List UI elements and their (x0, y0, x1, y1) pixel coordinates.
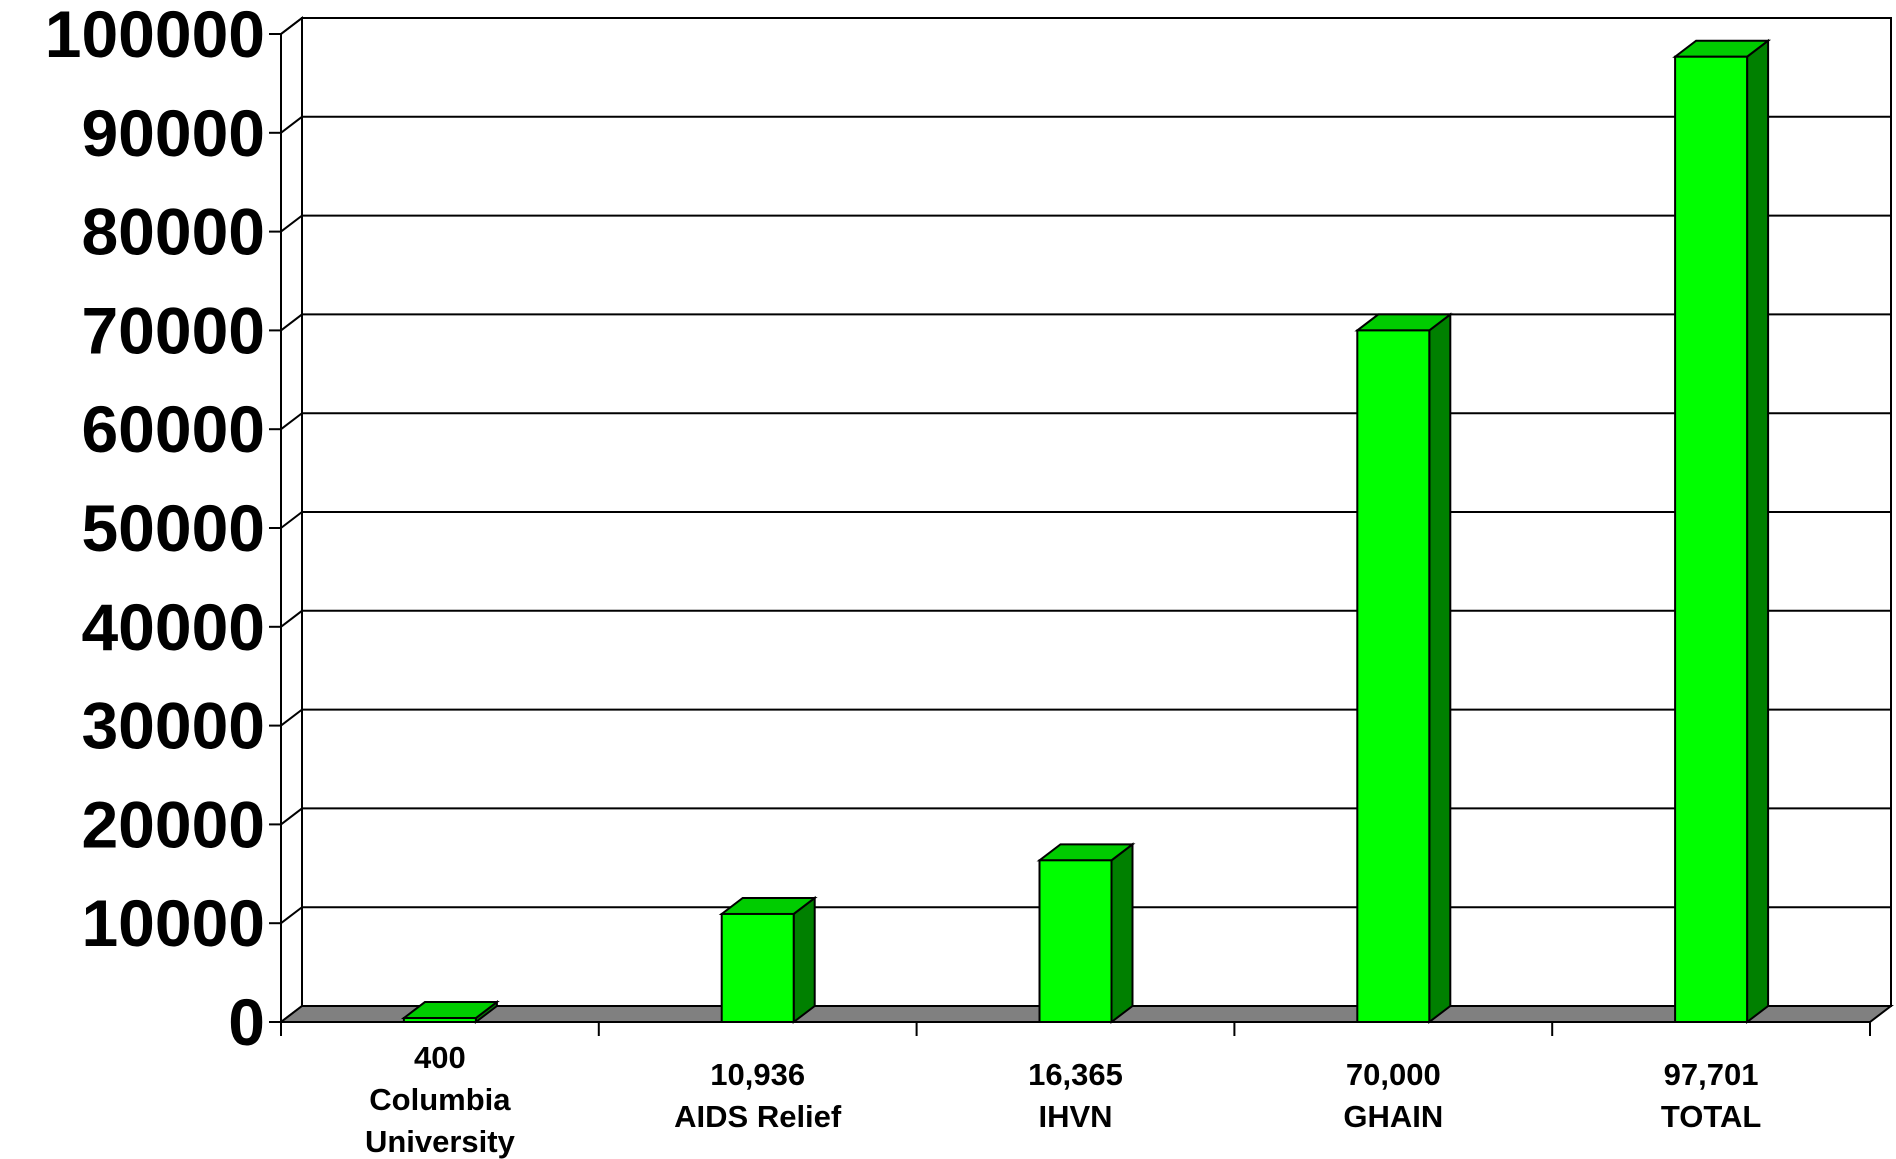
bar-front (1356, 329, 1431, 1023)
bar-side (1110, 842, 1134, 1025)
category-name-label: University (365, 1124, 516, 1159)
bar (1036, 842, 1136, 1025)
category-value-label: 10,936 (710, 1057, 805, 1092)
y-tick-label: 50000 (81, 491, 265, 565)
category-value-label: 400 (414, 1040, 466, 1075)
y-tick-label: 100000 (45, 0, 265, 71)
bar-front (1038, 859, 1113, 1023)
category-name-label: Columbia (369, 1082, 511, 1117)
x-tick-label: 16,365 IHVN (1028, 1057, 1123, 1134)
gridline (280, 214, 1891, 233)
bar (400, 1000, 500, 1025)
y-tick-label: 30000 (81, 689, 265, 763)
x-tick-label: 97,701 TOTAL (1661, 1057, 1761, 1134)
y-tick-label: 10000 (81, 886, 265, 960)
bar-side (1428, 312, 1452, 1025)
y-tick-label: 90000 (81, 96, 265, 170)
bar-side (792, 895, 816, 1025)
bar (1354, 312, 1454, 1025)
category-value-label: 97,701 (1664, 1057, 1759, 1092)
y-tick-label: 20000 (81, 787, 265, 861)
gridline (280, 313, 1891, 332)
category-value-label: 16,365 (1028, 1057, 1123, 1092)
y-tick-label: 60000 (81, 392, 265, 466)
y-tick-label: 70000 (81, 293, 265, 367)
x-axis: 400 Columbia University 10,936 AIDS Relief 16… (280, 1021, 1871, 1159)
gridline (280, 17, 1891, 35)
y-tick-label: 40000 (81, 590, 265, 664)
category-name-label: AIDS Relief (674, 1099, 842, 1134)
x-tick-label: 400 Columbia University (365, 1040, 516, 1159)
x-tick-label: 70,000 GHAIN (1343, 1057, 1443, 1134)
bar-front (1674, 55, 1749, 1024)
x-tick-label: 10,936 AIDS Relief (674, 1057, 842, 1134)
category-name-label: IHVN (1038, 1099, 1112, 1134)
bars (400, 38, 1772, 1025)
y-tick-label: 80000 (81, 195, 265, 269)
bar (718, 895, 818, 1025)
category-value-label: 70,000 (1346, 1057, 1441, 1092)
category-name-label: TOTAL (1661, 1099, 1761, 1134)
bar-front (720, 912, 795, 1024)
y-tick-label: 0 (228, 985, 265, 1059)
gridline (280, 115, 1891, 134)
bar (1672, 38, 1772, 1025)
category-name-label: GHAIN (1343, 1099, 1443, 1134)
y-axis: 0 10000 20000 30000 40000 50000 60000 70000 8000… (45, 0, 281, 1059)
bar-side (1746, 38, 1770, 1025)
